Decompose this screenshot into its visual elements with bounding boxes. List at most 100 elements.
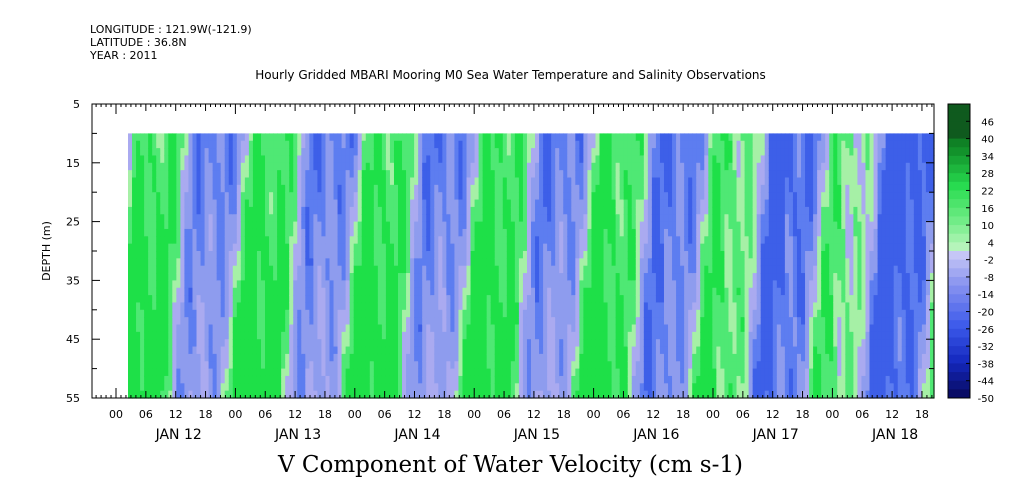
heatmap-cell <box>377 228 383 237</box>
heatmap-cell <box>539 273 544 281</box>
heatmap-cell <box>228 317 234 326</box>
heatmap-cell <box>273 375 278 384</box>
heatmap-cell <box>659 206 665 215</box>
heatmap-cell <box>603 346 609 355</box>
heatmap-cell <box>136 375 141 384</box>
heatmap-cell <box>349 192 355 201</box>
heatmap-cell <box>567 368 572 377</box>
heatmap-cell <box>329 148 335 157</box>
heatmap-cell <box>252 192 258 201</box>
heatmap-cell <box>256 324 262 333</box>
heatmap-cell <box>543 383 548 392</box>
heatmap-cell <box>627 133 633 142</box>
heatmap-cell <box>252 140 258 149</box>
heatmap-cell <box>567 192 572 201</box>
heatmap-cell <box>273 302 278 311</box>
heatmap-cell <box>454 206 460 215</box>
heatmap-cell <box>128 155 133 164</box>
heatmap-cell <box>676 184 681 193</box>
heatmap-cell <box>220 177 226 186</box>
heatmap-cell <box>551 280 556 289</box>
heatmap-cell <box>454 368 460 377</box>
heatmap-cell <box>349 243 355 252</box>
heatmap-cell <box>200 162 206 171</box>
heatmap-cell <box>571 206 576 215</box>
heatmap-cell <box>176 251 181 259</box>
heatmap-cell <box>297 251 302 259</box>
heatmap-cell <box>494 221 500 230</box>
heatmap-cell <box>510 243 516 252</box>
heatmap-cell <box>281 133 286 142</box>
heatmap-cell <box>148 214 153 223</box>
heatmap-cell <box>563 346 568 355</box>
heatmap-cell <box>655 177 661 186</box>
heatmap-cell <box>450 133 456 142</box>
heatmap-cell <box>611 133 617 142</box>
heatmap-cell <box>522 192 528 201</box>
heatmap-cell <box>647 302 653 311</box>
heatmap-cell <box>228 383 234 392</box>
heatmap-cell <box>273 331 278 340</box>
heatmap-cell <box>494 206 500 215</box>
heatmap-cell <box>672 375 677 384</box>
heatmap-cell <box>631 214 637 223</box>
heatmap-cell <box>567 133 572 142</box>
heatmap-cell <box>668 177 673 186</box>
heatmap-cell <box>373 317 379 326</box>
heatmap-cell <box>623 228 629 237</box>
heatmap-cell <box>136 346 141 355</box>
heatmap-cell <box>659 214 665 223</box>
heatmap-cell <box>482 140 488 149</box>
heatmap-cell <box>285 221 290 230</box>
heatmap-cell <box>563 206 568 215</box>
heatmap-cell <box>273 317 278 326</box>
heatmap-cell <box>543 339 548 348</box>
heatmap-cell <box>341 236 347 245</box>
heatmap-cell <box>575 148 580 157</box>
heatmap-cell <box>164 236 169 245</box>
heatmap-cell <box>651 309 657 318</box>
heatmap-cell <box>498 353 504 362</box>
heatmap-cell <box>543 155 548 164</box>
heatmap-cell <box>240 346 246 355</box>
heatmap-cell <box>555 243 560 252</box>
heatmap-cell <box>168 170 173 179</box>
heatmap-cell <box>281 346 286 355</box>
heatmap-cell <box>490 184 496 193</box>
heatmap-cell <box>361 228 367 237</box>
heatmap-cell <box>369 133 375 142</box>
heatmap-cell <box>313 368 319 377</box>
heatmap-cell <box>655 295 661 304</box>
heatmap-cell <box>583 287 589 296</box>
heatmap-cell <box>144 206 149 215</box>
heatmap-cell <box>474 228 480 237</box>
heatmap-cell <box>438 184 443 193</box>
heatmap-cell <box>277 302 282 311</box>
heatmap-cell <box>518 273 524 281</box>
heatmap-cell <box>595 199 601 208</box>
heatmap-cell <box>623 236 629 245</box>
heatmap-cell <box>446 162 451 171</box>
heatmap-cell <box>248 368 254 377</box>
heatmap-cell <box>144 375 149 384</box>
heatmap-cell <box>402 228 407 237</box>
heatmap-cell <box>309 170 314 179</box>
heatmap-cell <box>611 192 617 201</box>
heatmap-cell <box>655 302 661 311</box>
heatmap-cell <box>281 155 286 164</box>
heatmap-cell <box>289 251 294 259</box>
heatmap-cell <box>313 331 319 340</box>
heatmap-cell <box>353 258 359 267</box>
heatmap-cell <box>647 184 653 193</box>
heatmap-cell <box>196 177 202 186</box>
heatmap-cell <box>518 353 524 362</box>
heatmap-cell <box>410 177 415 186</box>
heatmap-cell <box>212 221 218 230</box>
heatmap-cell <box>535 383 540 392</box>
heatmap-cell <box>196 236 202 245</box>
heatmap-cell <box>325 236 331 245</box>
heatmap-cell <box>611 339 617 348</box>
heatmap-cell <box>156 309 161 318</box>
heatmap-cell <box>232 170 238 179</box>
heatmap-cell <box>575 236 580 245</box>
